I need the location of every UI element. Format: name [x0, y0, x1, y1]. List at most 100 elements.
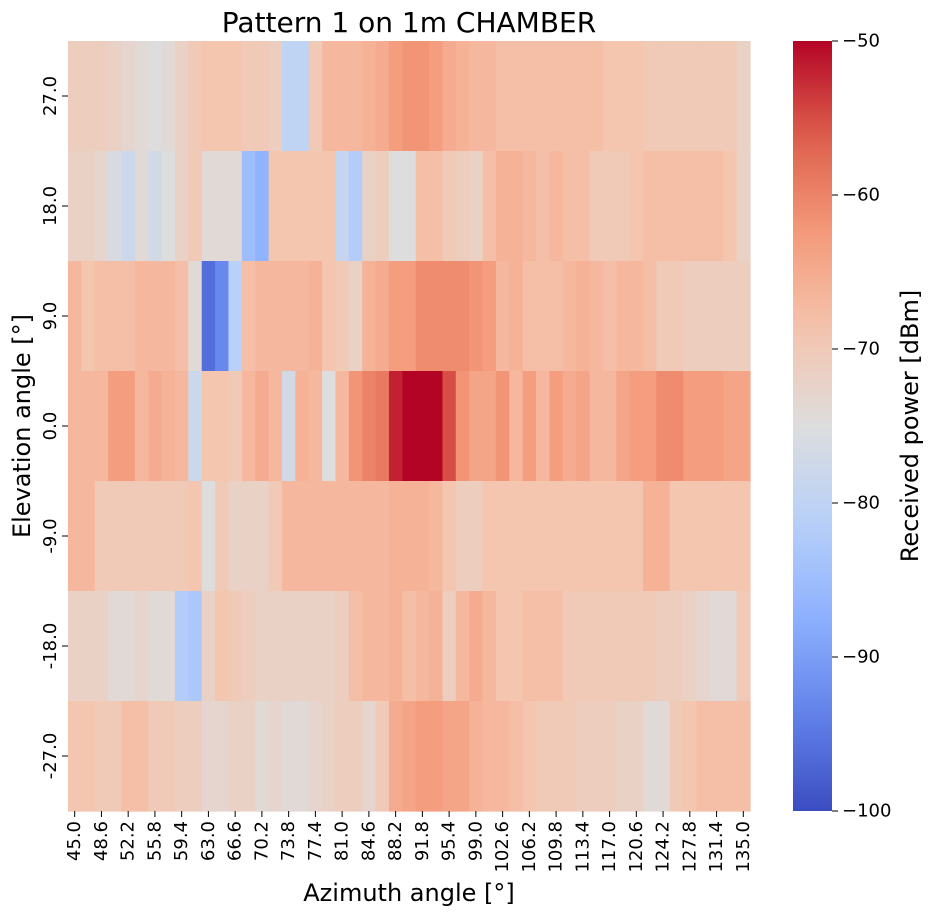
x-tick-label: 66.6: [225, 821, 246, 861]
heatmap-cell: [362, 41, 377, 152]
heatmap-cell: [322, 151, 337, 262]
heatmap-cell: [669, 261, 684, 372]
heatmap-cell: [455, 701, 470, 812]
x-tick-label: 109.8: [546, 821, 567, 873]
heatmap-cell: [495, 261, 510, 372]
heatmap-cell: [188, 151, 203, 262]
heatmap-cell: [616, 151, 631, 262]
heatmap-cell: [322, 261, 337, 372]
heatmap-cell: [736, 151, 751, 262]
heatmap-cell: [576, 261, 591, 372]
heatmap-cell: [482, 481, 497, 592]
x-tick-label: 135.0: [733, 821, 754, 873]
colorbar-label: Received power [dBm]: [896, 290, 924, 562]
heatmap-cell: [134, 701, 149, 812]
heatmap-cell: [134, 151, 149, 262]
heatmap-cell: [108, 371, 123, 482]
heatmap-cells: [68, 41, 751, 812]
heatmap-cell: [522, 591, 537, 702]
heatmap-cell: [188, 371, 203, 482]
heatmap-cell: [562, 151, 577, 262]
heatmap-cell: [442, 371, 457, 482]
heatmap-cell: [576, 41, 591, 152]
heatmap-cell: [121, 41, 136, 152]
heatmap-cell: [482, 371, 497, 482]
colorbar-ticks: −50 −60 −70 −80 −90 −100: [832, 31, 891, 822]
heatmap-cell: [148, 701, 163, 812]
heatmap-cell: [482, 591, 497, 702]
heatmap-cell: [736, 591, 751, 702]
heatmap-cell: [201, 41, 216, 152]
heatmap-cell: [469, 701, 484, 812]
heatmap-cell: [455, 481, 470, 592]
heatmap-cell: [709, 591, 724, 702]
heatmap-cell: [709, 41, 724, 152]
heatmap-cell: [94, 151, 109, 262]
heatmap-cell: [241, 371, 256, 482]
x-tick-label: 120.6: [626, 821, 647, 873]
heatmap-cell: [108, 701, 123, 812]
heatmap-cell: [201, 591, 216, 702]
heatmap-cell: [469, 591, 484, 702]
heatmap-cell: [429, 151, 444, 262]
heatmap-cell: [81, 41, 96, 152]
heatmap-cell: [308, 481, 323, 592]
heatmap-cell: [602, 701, 617, 812]
heatmap-cell: [335, 41, 350, 152]
heatmap-cell: [602, 591, 617, 702]
x-tick-label: 131.4: [706, 821, 727, 873]
heatmap-cell: [388, 481, 403, 592]
heatmap-cell: [429, 701, 444, 812]
heatmap-cell: [348, 481, 363, 592]
heatmap-cell: [148, 261, 163, 372]
heatmap-cell: [215, 41, 230, 152]
heatmap-cell: [188, 41, 203, 152]
heatmap-cell: [522, 371, 537, 482]
heatmap-cell: [108, 151, 123, 262]
heatmap-cell: [495, 481, 510, 592]
heatmap-cell: [415, 701, 430, 812]
heatmap-cell: [188, 701, 203, 812]
heatmap-cell: [148, 41, 163, 152]
heatmap-cell: [134, 371, 149, 482]
heatmap-cell: [616, 371, 631, 482]
heatmap-cell: [81, 151, 96, 262]
heatmap-cell: [134, 41, 149, 152]
heatmap-cell: [469, 41, 484, 152]
heatmap-cell: [723, 41, 738, 152]
heatmap-cell: [94, 261, 109, 372]
heatmap-cell: [415, 261, 430, 372]
heatmap-cell: [589, 371, 604, 482]
heatmap-cell: [268, 591, 283, 702]
heatmap-cell: [709, 371, 724, 482]
heatmap-cell: [669, 41, 684, 152]
heatmap-cell: [322, 591, 337, 702]
heatmap-cell: [375, 701, 390, 812]
heatmap-cell: [509, 151, 524, 262]
heatmap-cell: [495, 591, 510, 702]
heatmap-cell: [375, 591, 390, 702]
heatmap-cell: [375, 261, 390, 372]
heatmap-cell: [602, 151, 617, 262]
heatmap-cell: [509, 261, 524, 372]
heatmap-cell: [709, 151, 724, 262]
heatmap-cell: [589, 261, 604, 372]
heatmap-cell: [522, 261, 537, 372]
heatmap-cell: [308, 261, 323, 372]
heatmap-cell: [495, 41, 510, 152]
heatmap-cell: [362, 591, 377, 702]
heatmap-cell: [281, 261, 296, 372]
heatmap-cell: [536, 481, 551, 592]
heatmap-cell: [736, 371, 751, 482]
heatmap-cell: [696, 591, 711, 702]
heatmap-cell: [429, 481, 444, 592]
heatmap-cell: [562, 591, 577, 702]
heatmap-cell: [683, 591, 698, 702]
heatmap-cell: [362, 481, 377, 592]
heatmap-cell: [388, 371, 403, 482]
heatmap-cell: [602, 41, 617, 152]
heatmap-cell: [81, 261, 96, 372]
heatmap-cell: [161, 481, 176, 592]
heatmap-cell: [388, 41, 403, 152]
